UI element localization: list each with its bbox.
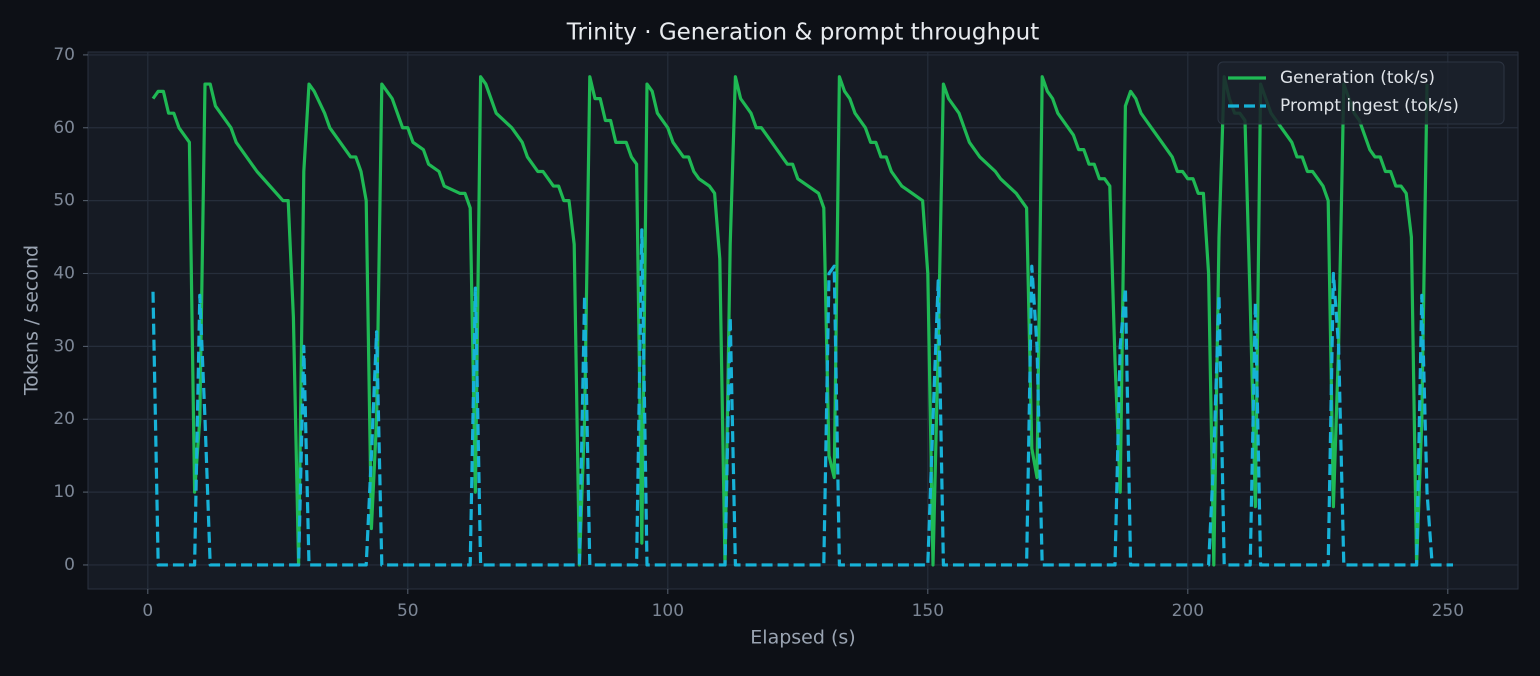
x-axis-label: Elapsed (s) — [750, 627, 855, 649]
legend-label: Generation (tok/s) — [1280, 68, 1435, 88]
x-tick-label: 0 — [142, 601, 153, 621]
y-tick-label: 40 — [53, 264, 75, 284]
y-tick-label: 10 — [53, 482, 75, 502]
y-tick-label: 60 — [53, 118, 75, 138]
y-axis-label: Tokens / second — [21, 245, 43, 396]
y-tick-label: 70 — [53, 45, 75, 65]
y-tick-label: 50 — [53, 191, 75, 211]
x-tick-label: 100 — [652, 601, 684, 621]
series-line — [151, 228, 1453, 567]
chart-title: Trinity · Generation & prompt throughput — [566, 20, 1039, 46]
legend-box — [1217, 61, 1505, 125]
x-tick-label: 200 — [1172, 601, 1204, 621]
y-tick-label: 20 — [53, 409, 75, 429]
grid — [88, 52, 1518, 589]
y-tick-label: 0 — [64, 555, 75, 575]
y-tick-label: 30 — [53, 336, 75, 356]
x-tick-label: 250 — [1432, 601, 1464, 621]
legend: Generation (tok/s) Prompt ingest (tok/s) — [1217, 61, 1505, 125]
legend-label: Prompt ingest (tok/s) — [1280, 96, 1459, 116]
plot-area — [87, 51, 1519, 590]
x-tick-label: 50 — [397, 601, 419, 621]
x-tick-label: 150 — [912, 601, 944, 621]
